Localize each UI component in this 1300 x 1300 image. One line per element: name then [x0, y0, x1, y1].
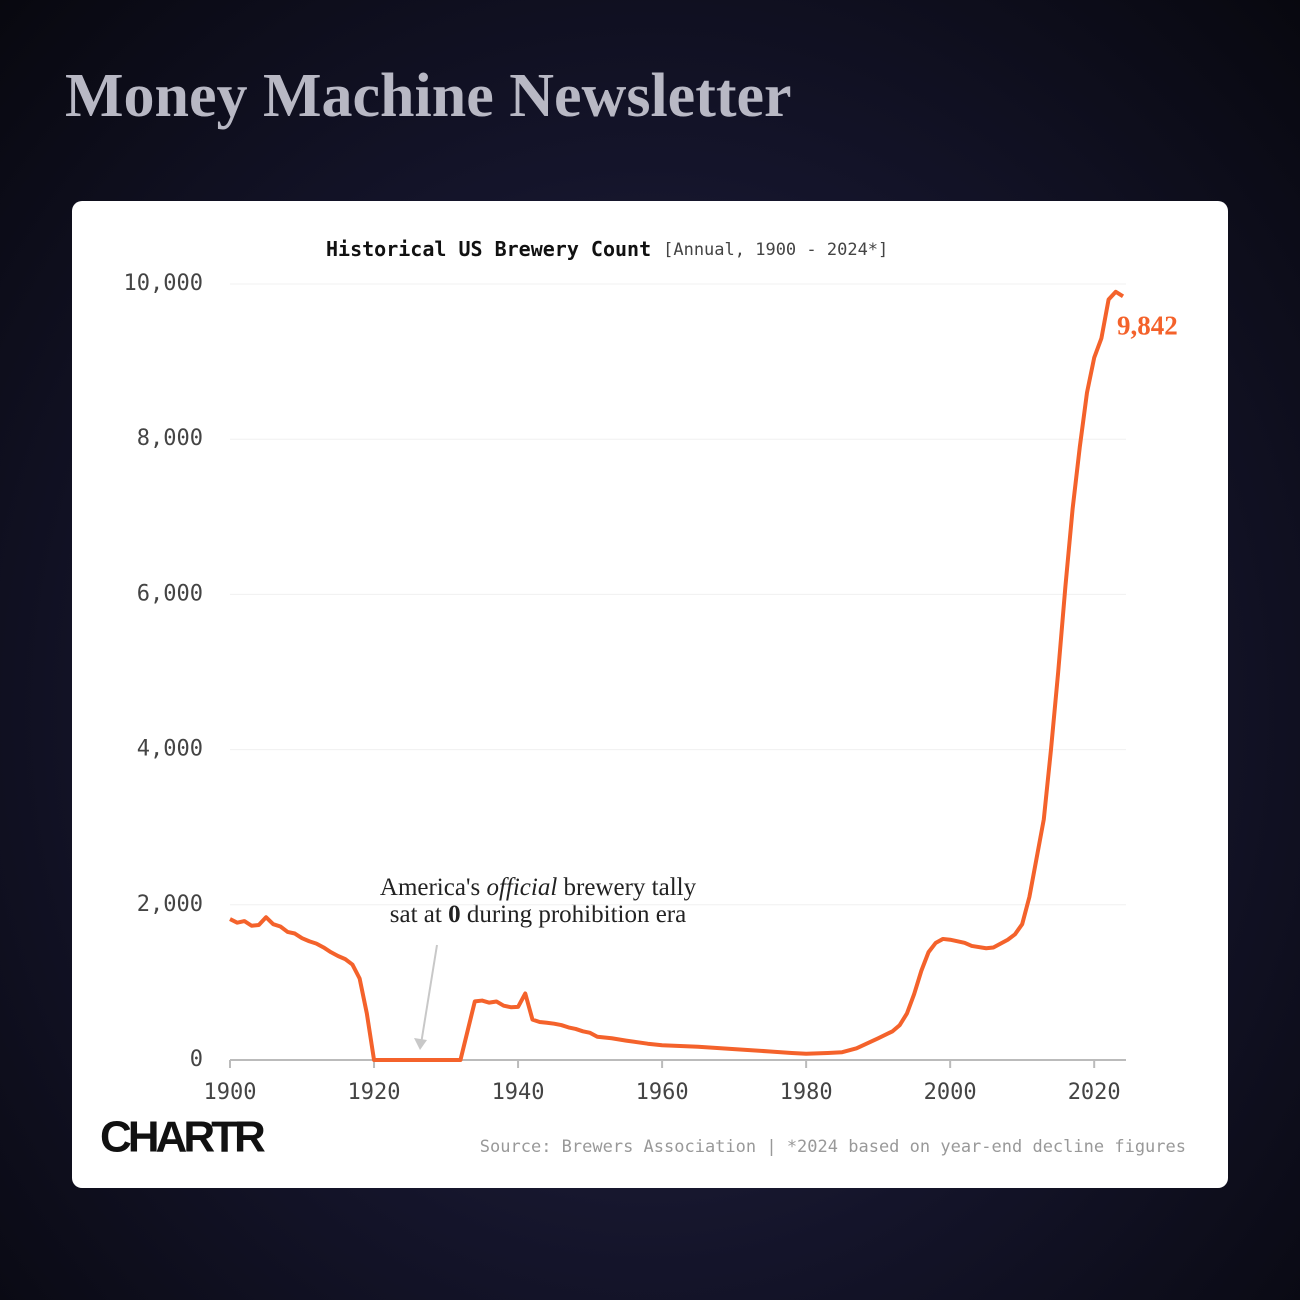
chart-subtitle: [Annual, 1900 - 2024*]	[663, 240, 888, 260]
logo: CHARTR	[100, 1113, 265, 1162]
x-tick-label: 1980	[780, 1080, 833, 1105]
y-tick-label: 0	[190, 1047, 203, 1072]
x-tick-label: 1900	[204, 1080, 257, 1105]
x-tick-label: 1940	[492, 1080, 545, 1105]
chart-title: Historical US Brewery Count	[326, 237, 651, 261]
newsletter-title: Money Machine Newsletter	[65, 62, 792, 130]
x-tick-label: 2000	[924, 1080, 977, 1105]
arrow-head	[414, 1038, 427, 1050]
annotation-text: 0	[448, 901, 461, 928]
line	[229, 289, 1125, 1062]
annotation-arrow	[420, 944, 438, 1045]
x-tick-label: 2020	[1068, 1080, 1121, 1105]
x-tick-label: 1920	[348, 1080, 401, 1105]
annotation-text: America's	[380, 874, 487, 901]
chart-header: Historical US Brewery Count [Annual, 1900…	[326, 237, 888, 261]
y-tick-label: 4,000	[137, 737, 203, 762]
annotation-text: brewery tally	[557, 874, 696, 901]
source: Source: Brewers Association | *2024 base…	[480, 1137, 1186, 1157]
y-tick-label: 10,000	[124, 271, 203, 296]
annotation-line: America's official brewery tally	[380, 874, 697, 901]
x-tick-label: 1960	[636, 1080, 689, 1105]
annotation-text: official	[486, 874, 557, 901]
value-label: 9,842	[1117, 310, 1178, 340]
y-tick-label: 6,000	[137, 581, 203, 606]
y-tick-label: 2,000	[137, 892, 203, 917]
y-tick-label: 8,000	[137, 426, 203, 451]
